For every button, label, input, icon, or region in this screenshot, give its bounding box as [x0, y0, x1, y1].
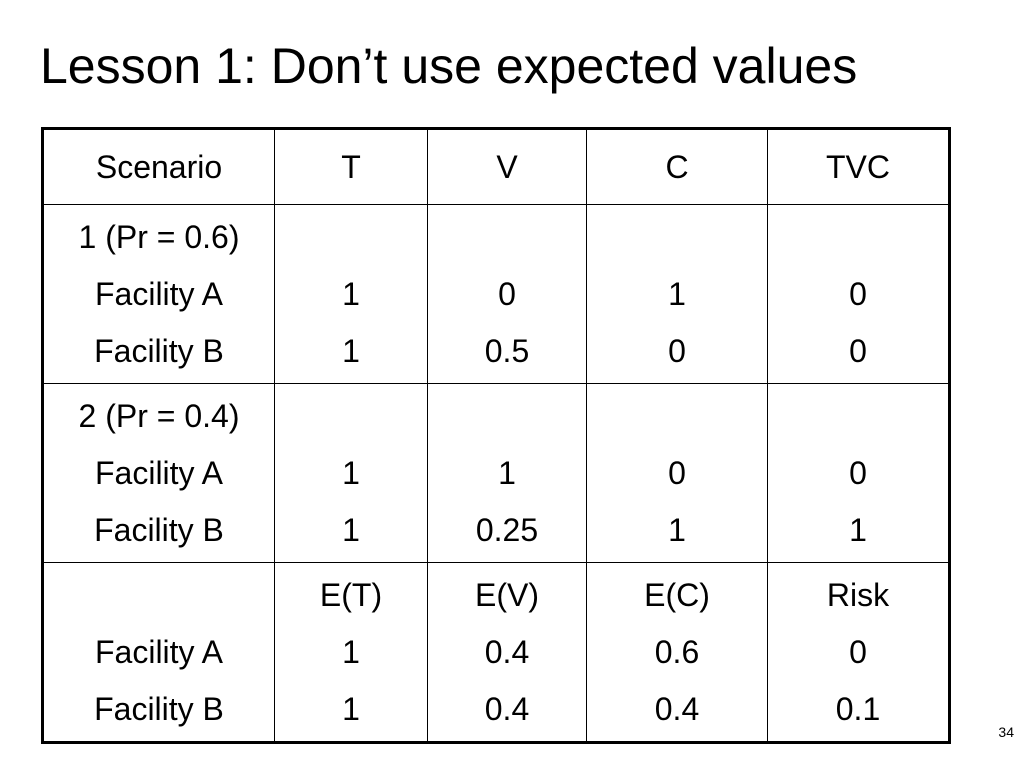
header-v: V	[427, 128, 587, 205]
subheader-label: Risk	[826, 577, 890, 613]
cell-value: 0.1	[835, 691, 881, 727]
scenario-label: 1 (Pr = 0.6)	[78, 219, 240, 255]
header-t: T	[274, 128, 428, 205]
table-row-expected-values: Facility A Facility B E(T) 1 1 E(V) 0.4 …	[42, 562, 950, 743]
c-cell: 0 1	[586, 383, 768, 563]
v-cell: E(V) 0.4 0.4	[427, 562, 587, 743]
cell-value: 1	[668, 276, 686, 312]
cell-value: 0.6	[654, 634, 700, 670]
cell-value: 1	[668, 512, 686, 548]
subheader-label: E(T)	[319, 577, 383, 613]
table-header: Scenario T V C TVC	[42, 128, 950, 205]
scenario-label	[44, 567, 274, 624]
tvc-cell: 0 0	[767, 204, 950, 384]
cell-value: 0.4	[484, 691, 530, 727]
facility-label: Facility A	[94, 455, 224, 491]
cell-value: 0	[849, 634, 867, 670]
scenario-cell: 2 (Pr = 0.4) Facility A Facility B	[42, 383, 275, 563]
cell-value	[275, 388, 427, 445]
cell-value: 1	[342, 634, 360, 670]
slide-title: Lesson 1: Don’t use expected values	[40, 38, 858, 94]
cell-value: 1	[342, 333, 360, 369]
scenario-label: 2 (Pr = 0.4)	[78, 398, 240, 434]
v-cell: 0 0.5	[427, 204, 587, 384]
cell-value: 0	[668, 455, 686, 491]
cell-value: 0.4	[654, 691, 700, 727]
cell-value: 0.25	[475, 512, 539, 548]
subheader-label: E(C)	[644, 577, 710, 613]
cell-value: 1	[849, 512, 867, 548]
header-tvc: TVC	[767, 128, 950, 205]
facility-label: Facility B	[94, 333, 224, 369]
facility-label: Facility A	[94, 634, 224, 670]
subheader-label: E(V)	[475, 577, 539, 613]
cell-value: 0	[849, 276, 867, 312]
page-number: 34	[998, 724, 1014, 740]
facility-label: Facility B	[94, 691, 224, 727]
facility-label: Facility A	[94, 276, 224, 312]
header-row: Scenario T V C TVC	[42, 128, 950, 205]
cell-value	[428, 388, 586, 445]
table-row-scenario-2: 2 (Pr = 0.4) Facility A Facility B 1 1 1…	[42, 383, 950, 563]
table-row-scenario-1: 1 (Pr = 0.6) Facility A Facility B 1 1 0…	[42, 204, 950, 384]
tvc-cell: 0 1	[767, 383, 950, 563]
data-table: Scenario T V C TVC 1 (Pr = 0.6) Facility…	[41, 127, 951, 744]
cell-value: 1	[342, 276, 360, 312]
header-scenario: Scenario	[42, 128, 275, 205]
cell-value	[587, 388, 767, 445]
table-body: 1 (Pr = 0.6) Facility A Facility B 1 1 0…	[42, 204, 950, 743]
t-cell: 1 1	[274, 383, 428, 563]
cell-value: 0	[498, 276, 516, 312]
cell-value	[768, 209, 948, 266]
cell-value: 1	[498, 455, 516, 491]
cell-value: 1	[342, 455, 360, 491]
scenario-cell: 1 (Pr = 0.6) Facility A Facility B	[42, 204, 275, 384]
cell-value	[275, 209, 427, 266]
t-cell: E(T) 1 1	[274, 562, 428, 743]
scenario-cell: Facility A Facility B	[42, 562, 275, 743]
v-cell: 1 0.25	[427, 383, 587, 563]
header-c: C	[586, 128, 768, 205]
cell-value: 0.5	[484, 333, 530, 369]
cell-value: 0	[849, 455, 867, 491]
t-cell: 1 1	[274, 204, 428, 384]
cell-value: 0	[668, 333, 686, 369]
c-cell: 1 0	[586, 204, 768, 384]
tvc-cell: Risk 0 0.1	[767, 562, 950, 743]
cell-value: 0.4	[484, 634, 530, 670]
facility-label: Facility B	[94, 512, 224, 548]
c-cell: E(C) 0.6 0.4	[586, 562, 768, 743]
cell-value: 1	[342, 512, 360, 548]
cell-value: 0	[849, 333, 867, 369]
cell-value	[587, 209, 767, 266]
cell-value	[428, 209, 586, 266]
cell-value	[768, 388, 948, 445]
cell-value: 1	[342, 691, 360, 727]
